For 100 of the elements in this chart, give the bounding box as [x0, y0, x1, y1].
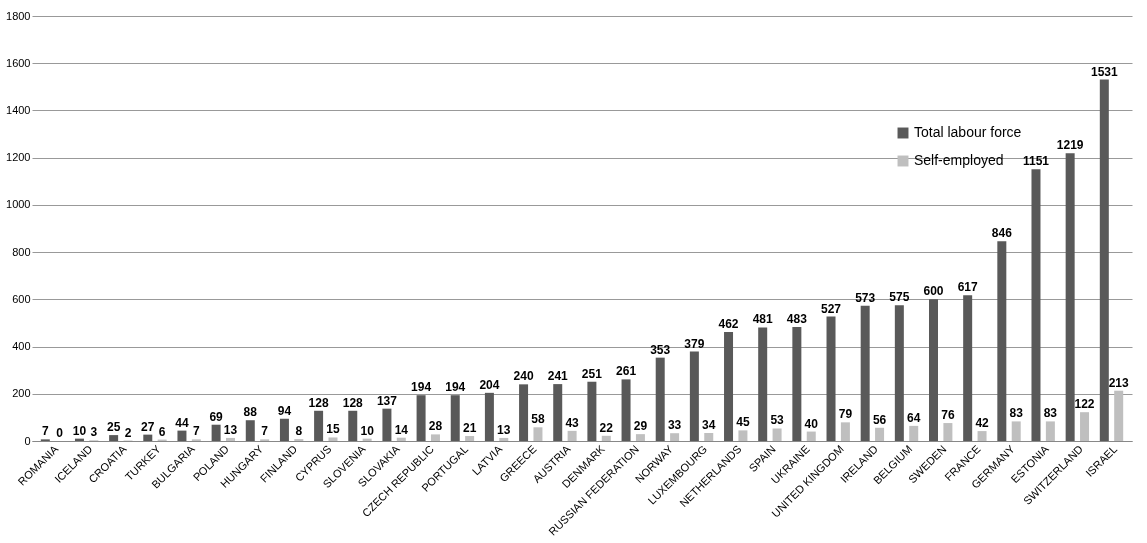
bar	[840, 422, 850, 441]
y-tick-label: 800	[12, 245, 31, 258]
data-label: 353	[650, 342, 671, 357]
bar	[348, 410, 358, 441]
data-label: 53	[770, 413, 785, 428]
y-tick-label: 0	[24, 434, 31, 447]
data-label: 846	[991, 226, 1013, 241]
bar	[1099, 79, 1109, 441]
data-label: 33	[667, 418, 682, 433]
bar	[894, 305, 904, 441]
data-label: 617	[957, 280, 978, 295]
bar	[396, 437, 406, 441]
bar	[860, 305, 870, 441]
bar	[621, 379, 631, 441]
bar	[1114, 390, 1124, 441]
bar	[109, 435, 119, 441]
data-label: 28	[428, 419, 443, 434]
bar	[875, 427, 885, 441]
bar	[909, 425, 919, 441]
y-tick-label: 200	[12, 387, 31, 400]
bar	[450, 395, 460, 441]
data-label: 600	[923, 284, 944, 299]
data-label: 7	[41, 424, 49, 439]
y-tick-label: 1000	[6, 198, 31, 211]
data-label: 79	[838, 407, 853, 422]
bar	[601, 435, 611, 441]
bar	[1031, 169, 1041, 441]
data-label: 575	[889, 290, 910, 305]
data-label: 0	[56, 426, 64, 440]
data-label: 88	[243, 405, 258, 420]
bar	[587, 381, 597, 441]
data-label: 44	[175, 415, 189, 430]
bar	[382, 408, 392, 441]
y-tick-label: 400	[12, 340, 31, 353]
data-label: 25	[106, 420, 121, 435]
bar	[792, 326, 802, 441]
bar	[177, 430, 187, 441]
data-label: 34	[702, 417, 716, 432]
bar	[465, 436, 475, 441]
bar	[826, 316, 836, 441]
data-label: 483	[786, 311, 808, 326]
data-label: 251	[581, 366, 603, 381]
bar	[1045, 421, 1055, 441]
bar	[484, 392, 494, 441]
data-label: 137	[376, 393, 398, 408]
data-label: 22	[599, 420, 614, 435]
bar	[211, 424, 221, 441]
bar	[1011, 421, 1021, 441]
data-label: 10	[72, 423, 87, 438]
bar	[655, 357, 665, 441]
data-label: 45	[736, 415, 750, 430]
data-label: 1219	[1056, 138, 1084, 153]
data-label: 10	[360, 423, 375, 438]
bar	[997, 241, 1007, 441]
data-label: 40	[804, 416, 819, 431]
data-label: 261	[616, 364, 637, 379]
bar	[567, 430, 577, 441]
data-label: 21	[462, 421, 477, 436]
data-label: 2	[124, 425, 132, 440]
data-label: 83	[1009, 406, 1024, 421]
bar	[328, 437, 338, 441]
data-label: 1151	[1022, 154, 1050, 169]
bar	[430, 434, 440, 441]
bar	[758, 327, 768, 441]
bar	[806, 431, 816, 441]
data-label: 194	[411, 380, 432, 395]
data-label: 527	[821, 301, 842, 316]
bar	[738, 430, 748, 441]
bar	[416, 395, 426, 441]
data-label: 94	[277, 403, 292, 418]
y-tick-label: 1200	[6, 151, 31, 164]
data-label: 27	[141, 419, 155, 434]
bar	[943, 423, 953, 441]
y-tick-label: 1600	[6, 56, 31, 69]
y-tick-label: 600	[12, 292, 31, 305]
data-label: 462	[718, 316, 739, 331]
data-label: 240	[513, 369, 534, 384]
data-label: 213	[1108, 375, 1130, 390]
data-label: 13	[497, 422, 511, 437]
data-label: 8	[295, 424, 303, 439]
bar	[245, 420, 255, 441]
bar	[1080, 412, 1090, 441]
data-label: 573	[855, 290, 876, 305]
bar	[704, 432, 714, 441]
bar	[635, 434, 645, 441]
bar	[977, 431, 987, 441]
data-label: 481	[752, 312, 774, 327]
bar	[1065, 153, 1075, 441]
bar	[143, 434, 153, 441]
data-label: 379	[684, 336, 705, 351]
data-label: 43	[565, 415, 580, 430]
data-label: 3	[90, 425, 98, 440]
data-label: 42	[975, 416, 990, 431]
y-tick-label: 1400	[6, 103, 31, 116]
y-tick-label: 1800	[6, 9, 31, 22]
bar	[533, 427, 543, 441]
data-label: 122	[1074, 397, 1095, 412]
data-label: 14	[394, 422, 409, 437]
data-label: 6	[158, 424, 166, 439]
data-label: 76	[941, 408, 955, 423]
